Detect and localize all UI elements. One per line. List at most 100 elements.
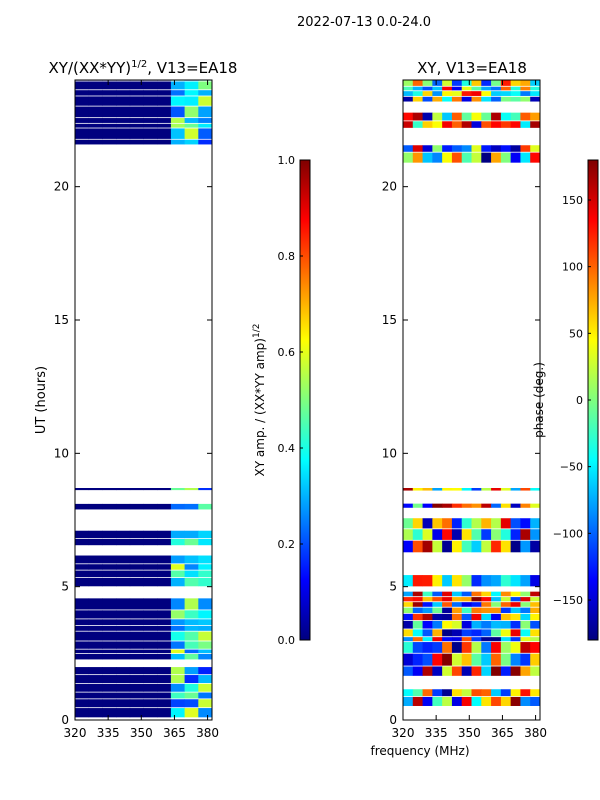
heatmap-cell — [75, 118, 90, 123]
heatmap-cell — [471, 86, 482, 91]
heatmap-cell — [88, 118, 103, 123]
heatmap-cell — [184, 631, 199, 641]
heatmap-cell — [198, 653, 213, 660]
heatmap-cell — [170, 81, 185, 90]
heatmap-cell — [116, 692, 131, 699]
heatmap-cell — [143, 503, 158, 510]
heatmap-cell — [116, 667, 131, 675]
heatmap-cell — [422, 613, 433, 621]
y-tick-label: 5 — [389, 580, 397, 594]
heatmap-cell — [102, 555, 117, 564]
heatmap-cell — [170, 577, 185, 587]
heatmap-cell — [461, 540, 472, 553]
heatmap-cell — [88, 667, 103, 675]
heatmap-cell — [116, 653, 131, 660]
heatmap-cell — [116, 128, 131, 139]
amp-panel-title: XY/(XX*YY)1/2, V13=EA18 — [49, 59, 238, 77]
heatmap-cell — [116, 675, 131, 684]
heatmap-cell — [432, 591, 443, 597]
heatmap-cell — [129, 90, 144, 96]
heatmap-cell — [157, 81, 172, 90]
heatmap-cell — [461, 696, 472, 706]
heatmap-cell — [491, 145, 502, 152]
heatmap-cell — [198, 641, 213, 649]
heatmap-cell — [88, 699, 103, 708]
heatmap-cell — [451, 152, 463, 163]
heatmap-cell — [143, 123, 158, 128]
heatmap-cell — [520, 689, 531, 697]
heatmap-cell — [510, 591, 521, 597]
heatmap-cell — [143, 631, 158, 641]
heatmap-cell — [129, 641, 144, 649]
heatmap-cell — [102, 708, 117, 718]
heatmap-cell — [102, 90, 117, 96]
heatmap-cell — [88, 538, 103, 546]
heatmap-cell — [520, 91, 531, 96]
heatmap-cell — [198, 118, 213, 123]
heatmap-cell — [451, 637, 463, 642]
heatmap-cell — [530, 540, 541, 553]
heatmap-cell — [88, 564, 103, 570]
heatmap-cell — [157, 598, 172, 610]
heatmap-cell — [442, 575, 453, 587]
heatmap-cell — [157, 667, 172, 675]
heatmap-cell — [471, 653, 482, 666]
heatmap-cell — [412, 602, 423, 607]
heatmap-cell — [198, 96, 213, 106]
heatmap-cell — [75, 619, 90, 626]
heatmap-cell — [75, 123, 90, 128]
heatmap-cell — [451, 121, 463, 128]
heatmap-cell — [170, 123, 185, 128]
heatmap-cell — [129, 653, 144, 660]
heatmap-cell — [461, 112, 472, 121]
heatmap-cell — [510, 696, 521, 706]
heatmap-cell — [198, 538, 213, 546]
heatmap-cell — [432, 653, 443, 666]
heatmap-cell — [129, 123, 144, 128]
amp-panel: XY/(XX*YY)1/2, V13=EA18 320 335 350 365 380 0… — [34, 59, 237, 740]
heatmap-cell — [143, 81, 158, 90]
heatmap-cell — [184, 139, 199, 145]
heatmap-cell — [102, 649, 117, 654]
heatmap-cell — [88, 123, 103, 128]
heatmap-cell — [451, 591, 463, 597]
heatmap-cell — [461, 80, 472, 86]
heatmap-cell — [442, 91, 453, 96]
heatmap-cell — [451, 96, 463, 102]
heatmap-cell — [88, 577, 103, 587]
heatmap-cell — [143, 619, 158, 626]
heatmap-cell — [530, 91, 541, 96]
heatmap-cell — [102, 610, 117, 619]
heatmap-cell — [491, 152, 502, 163]
heatmap-cell — [530, 602, 541, 607]
heatmap-cell — [412, 642, 423, 653]
heatmap-cell — [520, 613, 531, 621]
colorbar-tick-label: −150 — [553, 594, 583, 607]
heatmap-cell — [500, 540, 512, 553]
heatmap-cell — [461, 642, 472, 653]
amp-colorbar-gradient — [300, 160, 310, 640]
heatmap-cell — [422, 637, 433, 642]
heatmap-cell — [500, 518, 512, 529]
heatmap-cell — [412, 629, 423, 637]
heatmap-cell — [102, 118, 117, 123]
heatmap-cell — [520, 540, 531, 553]
heatmap-cell — [442, 540, 453, 553]
heatmap-cell — [157, 675, 172, 684]
heatmap-cell — [451, 91, 463, 96]
heatmap-cell — [471, 80, 482, 86]
heatmap-cell — [481, 613, 492, 621]
heatmap-cell — [461, 96, 472, 102]
heatmap-cell — [198, 81, 213, 90]
heatmap-cell — [184, 564, 199, 570]
colorbar-tick-label: 150 — [562, 194, 583, 207]
heatmap-cell — [143, 530, 158, 539]
heatmap-cell — [500, 689, 512, 697]
heatmap-cell — [432, 540, 443, 553]
heatmap-cell — [442, 653, 453, 666]
heatmap-cell — [157, 641, 172, 649]
heatmap-cell — [170, 683, 185, 692]
heatmap-cell — [143, 653, 158, 660]
heatmap-cell — [412, 540, 423, 553]
heatmap-cell — [530, 575, 541, 587]
